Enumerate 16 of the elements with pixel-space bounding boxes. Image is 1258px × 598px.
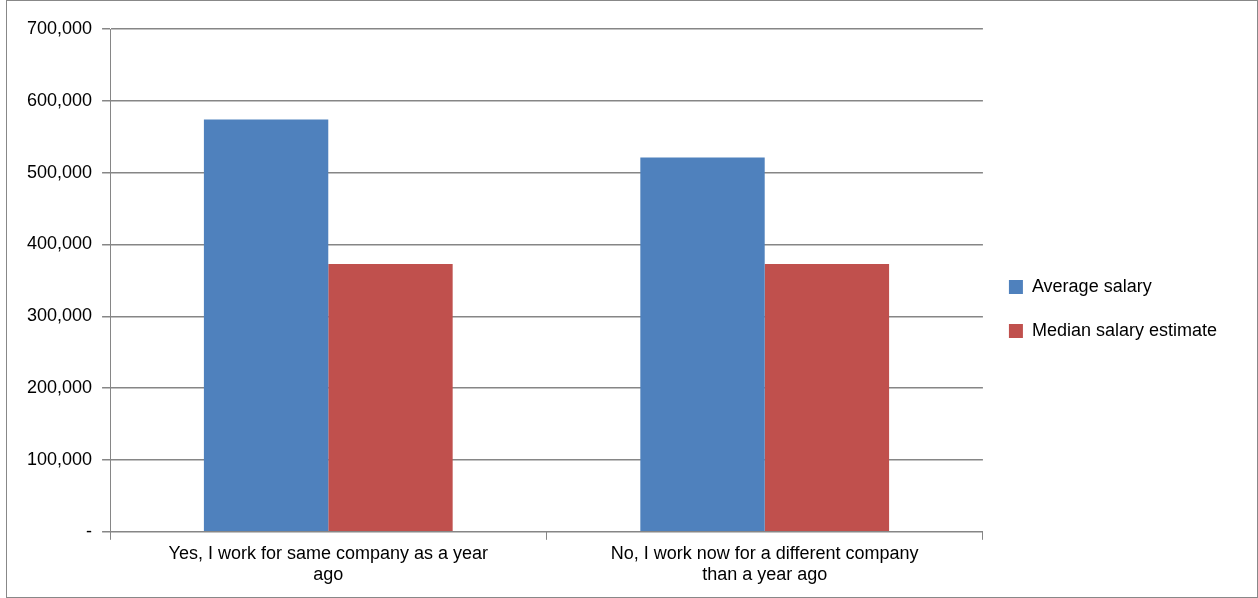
y-tick-label: 400,000 (26, 233, 93, 254)
y-tick-label: 600,000 (26, 89, 93, 110)
legend-label: Average salary (1031, 275, 1152, 296)
bar (328, 263, 453, 532)
y-tick-label: 100,000 (26, 448, 93, 469)
y-tick-label: 200,000 (26, 377, 93, 398)
y-tick-label: - (86, 520, 93, 541)
y-tick-label: 500,000 (26, 161, 93, 182)
x-tick-label: No, I work now for a different company than a year ago (610, 542, 919, 585)
bar (640, 157, 765, 532)
bar (203, 119, 329, 532)
legend-label: Median salary estimate (1031, 319, 1218, 340)
y-tick-label: 300,000 (26, 305, 93, 326)
bar (764, 263, 890, 532)
x-tick-label: Yes, I work for same company as a year ago (168, 542, 489, 585)
y-tick-label: 700,000 (26, 17, 93, 38)
